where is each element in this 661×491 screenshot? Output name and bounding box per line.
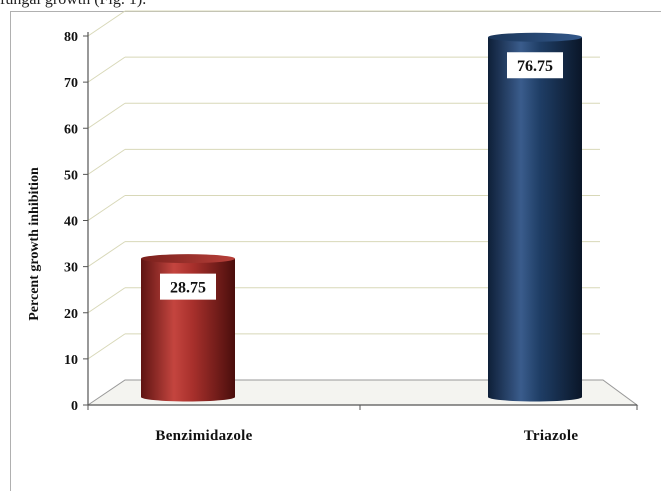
bar-triazole [488, 32, 582, 402]
category-label: Triazole [524, 428, 579, 444]
gridline-diag [87, 10, 126, 37]
data-label: 28.75 [170, 280, 206, 297]
gridline-diag [87, 56, 126, 83]
gridline-diag [87, 195, 126, 221]
bar-top [141, 254, 235, 264]
y-tick-label: 80 [64, 30, 78, 45]
data-label: 76.75 [517, 58, 553, 75]
header-text: fungal growth (Fig. 1). [0, 0, 146, 9]
gridline-diag [87, 148, 126, 175]
y-tick-label: 40 [64, 215, 78, 230]
y-tick-label: 10 [64, 353, 78, 368]
y-tick-label: 60 [64, 122, 78, 137]
y-axis-label: Percent growth inhibition [27, 167, 42, 321]
y-tick-label: 50 [64, 168, 78, 183]
labels: 0 10 20 30 40 50 60 70 80 28.75 Benzimidazole 76.75… [27, 30, 578, 444]
gridline-diag [87, 102, 126, 129]
data-label-box [160, 273, 216, 300]
gridline-diag [87, 241, 126, 268]
category-label: Benzimidazole [155, 428, 252, 444]
gridline-diag [87, 333, 126, 360]
y-tick-label: 70 [64, 76, 78, 91]
gridline-diag [87, 287, 126, 314]
y-tick-label: 20 [64, 307, 78, 322]
bar-top [488, 32, 582, 42]
axes [83, 32, 638, 410]
data-label-box [507, 52, 563, 79]
bar-body [488, 37, 582, 402]
bars [141, 32, 582, 402]
y-tick-label: 0 [71, 399, 78, 414]
y-tick-label: 30 [64, 261, 78, 276]
